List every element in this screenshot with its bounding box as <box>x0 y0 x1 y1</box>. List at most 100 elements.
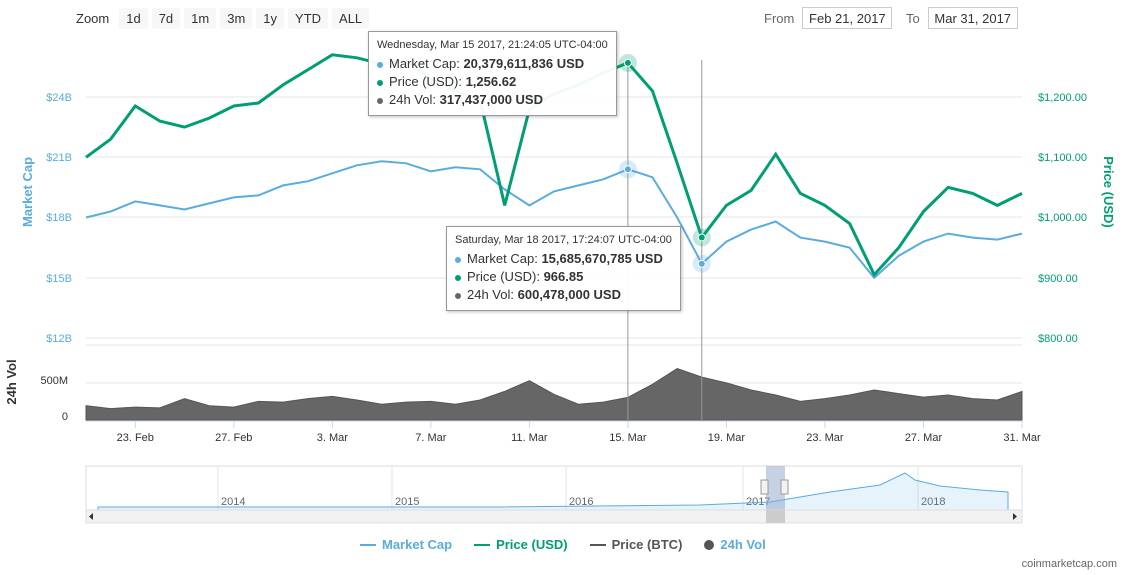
price-tick-label: $900.00 <box>1038 273 1078 285</box>
tooltip-label: 24h Vol: <box>389 92 436 107</box>
market-cap-hover-marker <box>697 259 706 268</box>
navigator-year-label: 2016 <box>569 496 593 508</box>
legend-item-market-cap[interactable]: Market Cap <box>360 537 452 552</box>
tooltip-value: 317,437,000 USD <box>439 92 543 107</box>
volume-series-area <box>85 368 1023 421</box>
zoom-1m-button[interactable]: 1m <box>184 8 217 29</box>
tooltip-row-volume: 24h Vol: 317,437,000 USD <box>377 91 608 109</box>
navigator-selection <box>766 466 785 510</box>
navigator-scrollbar <box>85 509 1023 524</box>
market-cap-line-icon <box>360 543 376 546</box>
navigator-frame <box>85 465 1023 511</box>
legend-label: 24h Vol <box>720 537 766 552</box>
market-cap-dot-icon <box>377 61 383 68</box>
navigator[interactable]: 2014 2015 2016 2017 2018 <box>85 465 1023 524</box>
tooltip-row-price: Price (USD): 1,256.62 <box>377 73 608 91</box>
price-axis-title: Price (USD) <box>1101 156 1116 228</box>
price-usd-line-icon <box>474 543 491 546</box>
zoom-1d-button[interactable]: 1d <box>119 8 148 29</box>
range-from: From <box>764 7 893 29</box>
legend-label: Price (BTC) <box>611 537 683 552</box>
price-tick-label: $1,200.00 <box>1038 92 1087 104</box>
zoom-7d-button[interactable]: 7d <box>151 8 181 29</box>
navigator-scrollbar-thumb <box>766 510 785 523</box>
tooltip-value: 15,685,670,785 USD <box>541 251 663 266</box>
volume-dot-icon <box>455 292 461 299</box>
zoom-ytd-button[interactable]: YTD <box>288 8 329 29</box>
legend-label: Price (USD) <box>496 537 568 552</box>
tooltip-mar15: Wednesday, Mar 15 2017, 21:24:05 UTC-04:… <box>368 31 617 116</box>
legend-item-price-usd[interactable]: Price (USD) <box>474 537 568 552</box>
zoom-3m-button[interactable]: 3m <box>220 8 253 29</box>
tooltip-row-market-cap: Market Cap: 15,685,670,785 USD <box>455 250 672 268</box>
x-tick-label: 23. Feb <box>117 432 154 444</box>
market-cap-tick-label: $21B <box>46 152 72 164</box>
navigator-left-handle <box>760 479 769 495</box>
legend-label: Market Cap <box>382 537 453 552</box>
tooltip-row-volume: 24h Vol: 600,478,000 USD <box>455 286 672 304</box>
x-tick-label: 31. Mar <box>1003 432 1041 444</box>
price-axis: Price (USD) $1,200.00 $1,100.00 $1,000.00 $… <box>1038 92 1116 345</box>
tooltip-label: Market Cap: <box>467 251 538 266</box>
price-hover-marker <box>623 58 632 67</box>
market-cap-axis: Market Cap $24B $21B $18B $15B $12B <box>20 92 72 345</box>
zoom-bar: Zoom 1d 7d 1m 3m 1y YTD ALL <box>76 8 370 29</box>
x-axis: 23. Feb 27. Feb 3. Mar 7. Mar 11. Mar 15. Mar… <box>86 420 1041 444</box>
price-tick-label: $1,100.00 <box>1038 152 1087 164</box>
price-tick-label: $1,000.00 <box>1038 212 1087 224</box>
range-from-input[interactable] <box>802 7 893 29</box>
market-cap-axis-title: Market Cap <box>20 157 35 227</box>
price-dot-icon <box>377 79 383 86</box>
tooltip-date: Wednesday, Mar 15 2017, 21:24:05 UTC-04:… <box>377 39 608 51</box>
x-tick-label: 19. Mar <box>708 432 746 444</box>
tooltip-mar18: Saturday, Mar 18 2017, 17:24:07 UTC-04:0… <box>446 226 681 311</box>
tooltip-label: Price (USD): <box>389 74 462 89</box>
x-tick-label: 3. Mar <box>317 432 349 444</box>
legend: Market Cap Price (USD) Price (BTC) 24h V… <box>360 537 766 552</box>
price-btc-line-icon <box>589 543 606 546</box>
range-to-input[interactable] <box>927 7 1018 29</box>
navigator-year-label: 2017 <box>746 496 770 508</box>
price-tick-label: $800.00 <box>1038 333 1078 345</box>
range-to-label: To <box>906 10 920 26</box>
market-cap-tick-label: $12B <box>46 333 72 345</box>
tooltip-label: Price (USD): <box>467 269 540 284</box>
volume-circle-icon <box>704 539 715 550</box>
tooltip-value: 966.85 <box>543 269 584 284</box>
x-tick-label: 27. Feb <box>215 432 252 444</box>
volume-axis: 24h Vol 500M 0 <box>4 359 68 423</box>
legend-item-volume[interactable]: 24h Vol <box>704 537 766 552</box>
x-tick-label: 27. Mar <box>905 432 943 444</box>
tooltip-value: 600,478,000 USD <box>517 287 621 302</box>
scroll-left-arrow-icon <box>89 513 93 520</box>
legend-item-price-btc[interactable]: Price (BTC) <box>589 537 683 552</box>
tooltip-date: Saturday, Mar 18 2017, 17:24:07 UTC-04:0… <box>455 234 672 246</box>
x-tick-label: 15. Mar <box>609 432 647 444</box>
x-tick-label: 23. Mar <box>806 432 844 444</box>
price-hover-marker <box>697 233 706 242</box>
market-cap-hover-marker <box>623 165 632 174</box>
x-tick-label: 11. Mar <box>511 432 548 444</box>
tooltip-label: Market Cap: <box>389 56 460 71</box>
tooltip-row-market-cap: Market Cap: 20,379,611,836 USD <box>377 55 608 73</box>
scroll-right-arrow-icon <box>1013 513 1017 520</box>
market-cap-tick-label: $24B <box>46 92 72 104</box>
volume-area <box>85 368 1023 421</box>
market-cap-dot-icon <box>455 256 461 263</box>
market-cap-series-line <box>85 160 1023 280</box>
x-tick-label: 7. Mar <box>415 432 447 444</box>
volume-tick-label: 500M <box>40 375 68 387</box>
price-dot-icon <box>455 274 461 281</box>
zoom-1y-button[interactable]: 1y <box>256 8 285 29</box>
volume-axis-title: 24h Vol <box>4 359 19 404</box>
tooltip-label: 24h Vol: <box>467 287 514 302</box>
zoom-all-button[interactable]: ALL <box>332 8 370 29</box>
navigator-year-label: 2014 <box>221 496 245 508</box>
range-to: To <box>906 7 1018 29</box>
credit-link[interactable]: coinmarketcap.com <box>1021 558 1117 570</box>
tooltip-row-price: Price (USD): 966.85 <box>455 268 672 286</box>
volume-tick-label: 0 <box>62 411 68 423</box>
zoom-label: Zoom <box>76 11 110 26</box>
navigator-right-handle <box>780 479 789 495</box>
